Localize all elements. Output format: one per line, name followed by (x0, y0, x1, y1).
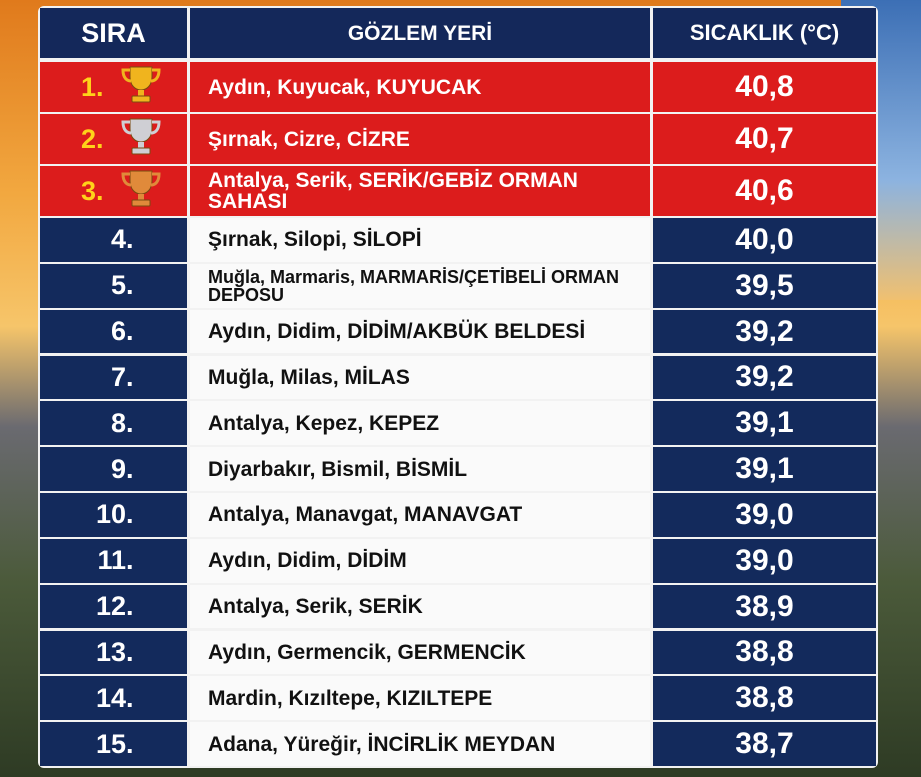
location: Şırnak, Silopi, SİLOPİ (208, 228, 422, 252)
location-cell: Antalya, Kepez, KEPEZ (190, 401, 650, 446)
temperature: 38,8 (735, 635, 794, 669)
temperature: 39,1 (735, 406, 794, 440)
location-cell: Aydın, Kuyucak, KUYUCAK (190, 62, 650, 112)
temperature: 39,2 (735, 360, 794, 394)
rank: 2. (80, 123, 104, 154)
rank: 15. (95, 728, 134, 759)
location-cell: Şırnak, Silopi, SİLOPİ (190, 218, 650, 262)
rank: 4. (110, 224, 134, 255)
rank: 10. (95, 499, 134, 530)
location-cell: Aydın, Germencik, GERMENCİK (190, 630, 650, 675)
location: Mardin, Kızıltepe, KIZILTEPE (208, 686, 493, 710)
temperature: 38,8 (735, 681, 794, 715)
location: Adana, Yüreğir, İNCİRLİK MEYDAN (208, 732, 556, 756)
trophy-icon (118, 64, 164, 111)
location: Şırnak, Cizre, CİZRE (208, 127, 410, 151)
header-cell: SICAKLIK (°C) (653, 8, 876, 58)
rank: 7. (110, 361, 134, 392)
temperature-cell: 40,8 (653, 62, 876, 112)
rank-cell: 1. (40, 62, 187, 112)
rank: 3. (80, 175, 104, 206)
rank-cell: 5. (40, 263, 187, 308)
location: Aydın, Kuyucak, KUYUCAK (208, 75, 482, 99)
rank-cell: 6. (40, 309, 187, 354)
location-cell: Muğla, Milas, MİLAS (190, 355, 650, 400)
temperature: 39,5 (735, 268, 794, 302)
rank: 13. (95, 636, 134, 667)
temperature: 39,1 (735, 452, 794, 486)
rank: 8. (110, 407, 134, 438)
location-cell: Aydın, Didim, DİDİM (190, 538, 650, 583)
temperature: 38,9 (735, 589, 794, 623)
header-cell: SIRA (40, 8, 187, 58)
location: Aydın, Didim, DİDİM (208, 549, 407, 573)
rank-cell: 2. (40, 114, 187, 164)
location-cell: Antalya, Serik, SERİK (190, 584, 650, 629)
rank-cell: 15. (40, 722, 187, 766)
location-cell: Adana, Yüreğir, İNCİRLİK MEYDAN (190, 722, 650, 766)
temperature-cell: 39,5 (653, 263, 876, 308)
temperature: 39,2 (735, 314, 794, 348)
location: Antalya, Serik, SERİK (208, 595, 423, 619)
rank-cell: 8. (40, 401, 187, 446)
temperature-cell: 39,1 (653, 447, 876, 491)
temperature: 38,7 (735, 727, 794, 761)
rank-cell: 13. (40, 630, 187, 675)
rank: 6. (110, 316, 134, 347)
temperature: 40,6 (735, 174, 794, 207)
temperature: 39,0 (735, 543, 794, 577)
location-cell: Antalya, Serik, SERİK/GEBİZ ORMAN SAHASI (190, 166, 650, 216)
temperature: 40,7 (735, 122, 794, 155)
temperature-cell: 40,6 (653, 166, 876, 216)
temperature-cell: 39,1 (653, 401, 876, 446)
location: Muğla, Marmaris, MARMARİS/ÇETİBELİ ORMAN… (208, 266, 620, 305)
trophy-icon (118, 168, 164, 215)
location-cell: Şırnak, Cizre, CİZRE (190, 114, 650, 164)
temperature-cell: 39,2 (653, 309, 876, 354)
rank: 1. (80, 71, 104, 102)
location: Antalya, Manavgat, MANAVGAT (208, 503, 523, 527)
rank: 9. (110, 453, 134, 484)
temperature-cell: 38,9 (653, 584, 876, 629)
location-cell: Aydın, Didim, DİDİM/AKBÜK BELDESİ (190, 309, 650, 354)
rank-cell: 14. (40, 676, 187, 721)
location: Aydın, Germencik, GERMENCİK (208, 640, 526, 664)
ranking-table: SIRA GÖZLEM YERİ SICAKLIK (°C) 1. Aydın, … (38, 6, 878, 768)
rank-cell: 7. (40, 355, 187, 400)
rank-cell: 12. (40, 584, 187, 629)
rank-cell: 4. (40, 218, 187, 262)
rank-cell: 10. (40, 493, 187, 537)
location-cell: Antalya, Manavgat, MANAVGAT (190, 493, 650, 537)
rank: 14. (95, 682, 134, 713)
temperature-cell: 39,0 (653, 538, 876, 583)
header-cell: GÖZLEM YERİ (190, 8, 650, 58)
location: Muğla, Milas, MİLAS (208, 365, 410, 389)
rank-cell: 9. (40, 447, 187, 491)
temperature-cell: 38,7 (653, 722, 876, 766)
location-cell: Mardin, Kızıltepe, KIZILTEPE (190, 676, 650, 721)
temperature-cell: 39,2 (653, 355, 876, 400)
location: Diyarbakır, Bismil, BİSMİL (208, 457, 468, 481)
location-cell: Muğla, Marmaris, MARMARİS/ÇETİBELİ ORMAN… (190, 263, 650, 308)
temperature-cell: 38,8 (653, 676, 876, 721)
rank-cell: 3. (40, 166, 187, 216)
trophy-icon (118, 116, 164, 163)
location: Aydın, Didim, DİDİM/AKBÜK BELDESİ (208, 320, 586, 344)
temperature: 40,0 (735, 222, 794, 256)
temperature: 39,0 (735, 497, 794, 531)
rank: 11. (97, 545, 134, 576)
temperature: 40,8 (735, 70, 794, 103)
temperature-cell: 38,8 (653, 630, 876, 675)
rank-cell: 11. (40, 538, 187, 583)
rank: 5. (110, 270, 134, 301)
temperature-cell: 40,0 (653, 218, 876, 262)
location-cell: Diyarbakır, Bismil, BİSMİL (190, 447, 650, 491)
rank: 12. (95, 591, 134, 622)
location: Antalya, Kepez, KEPEZ (208, 411, 440, 435)
location: Antalya, Serik, SERİK/GEBİZ ORMAN SAHASI (208, 169, 578, 213)
temperature-cell: 39,0 (653, 493, 876, 537)
temperature-cell: 40,7 (653, 114, 876, 164)
